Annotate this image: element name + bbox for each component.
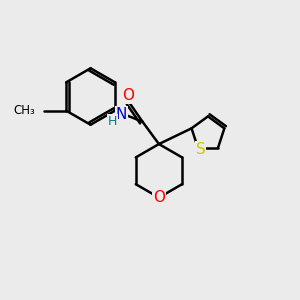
Text: O: O <box>153 190 165 205</box>
Text: H: H <box>108 115 117 128</box>
Text: N: N <box>116 107 127 122</box>
Text: CH₃: CH₃ <box>13 104 35 117</box>
Text: S: S <box>196 142 206 157</box>
Text: O: O <box>122 88 134 104</box>
